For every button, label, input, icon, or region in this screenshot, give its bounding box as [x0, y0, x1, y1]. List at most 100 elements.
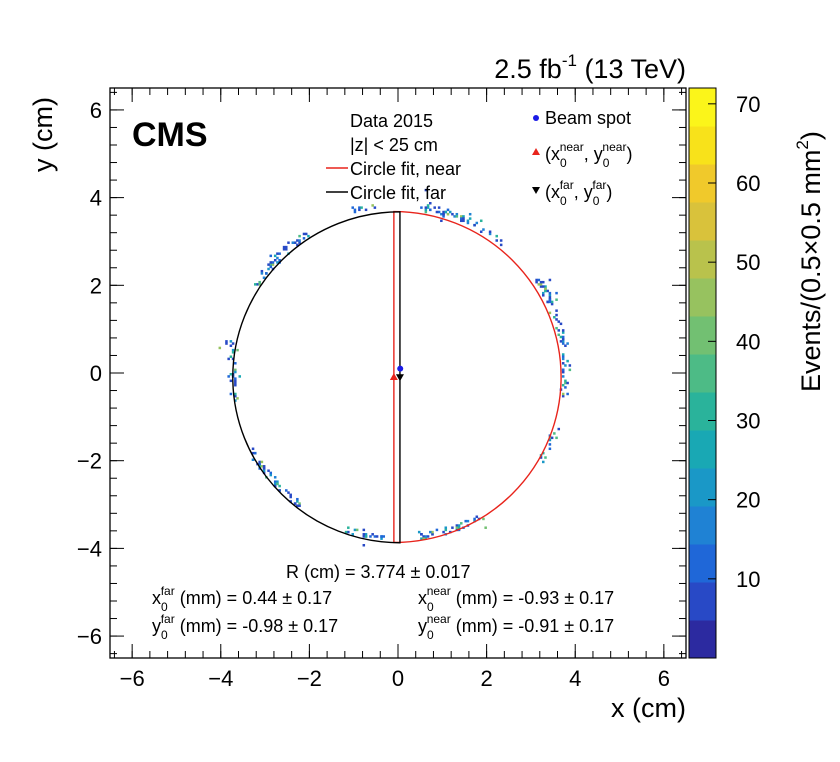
hit-cell — [468, 217, 472, 220]
hit-cell — [457, 526, 461, 529]
hit-cell — [566, 342, 569, 345]
hit-cell — [229, 392, 233, 396]
hit-cell — [448, 210, 452, 214]
hit-cell — [298, 234, 301, 238]
hit-cell — [276, 482, 279, 486]
hit-cell — [417, 530, 421, 534]
hit-cell — [251, 458, 255, 461]
hit-cell — [296, 500, 299, 503]
hit-cell — [442, 210, 445, 214]
hit-cell — [420, 206, 423, 209]
hit-cell — [561, 342, 565, 345]
hit-cell — [273, 254, 277, 258]
hit-cell — [229, 355, 233, 358]
legend-far-center-marker — [532, 187, 540, 194]
hit-cell — [353, 528, 357, 532]
hit-cell — [285, 489, 288, 492]
hit-cell — [371, 533, 374, 536]
hit-cell — [550, 302, 554, 306]
hit-cell — [276, 252, 279, 255]
hit-cell — [269, 473, 273, 477]
hit-cell — [258, 283, 261, 286]
hit-cell — [373, 535, 377, 538]
hit-cell — [561, 368, 565, 372]
colorbar-tick-label: 70 — [736, 92, 760, 117]
hit-cell — [473, 223, 476, 227]
hit-cell — [544, 289, 547, 293]
hit-cell — [271, 261, 275, 264]
hit-cell — [424, 188, 428, 192]
hit-cell — [433, 206, 436, 209]
hit-cell — [296, 239, 299, 242]
hit-cell — [466, 221, 470, 225]
hit-cell — [358, 206, 361, 209]
hit-cell — [546, 289, 549, 293]
hit-cell — [260, 269, 264, 273]
hit-cell — [362, 533, 366, 536]
hit-cell — [302, 237, 306, 240]
hit-cell — [380, 537, 383, 540]
hit-cell — [347, 530, 350, 534]
hit-cell — [424, 535, 428, 538]
hit-cell — [298, 504, 301, 508]
hit-cell — [442, 215, 445, 218]
hit-cell — [353, 210, 357, 214]
colorbar-title: Events/(0.5×0.5 mm2) — [793, 131, 826, 392]
hit-cell — [555, 326, 558, 330]
hit-cell — [234, 370, 237, 374]
hit-cell — [265, 272, 268, 275]
hit-cell — [548, 278, 552, 282]
hit-cell — [291, 241, 295, 244]
hit-cell — [499, 239, 503, 242]
x-tick-label: −4 — [208, 666, 233, 691]
hit-cell — [542, 291, 545, 295]
hit-cell — [276, 261, 279, 264]
colorbar-segment — [689, 202, 716, 241]
fit-x-near: x0near (mm) = -0.93 ± 0.17 — [418, 584, 614, 614]
hit-cell — [559, 340, 563, 343]
hit-cell — [455, 215, 459, 218]
hit-cell — [431, 533, 434, 536]
hit-cell — [544, 287, 547, 290]
hit-cell — [362, 528, 366, 532]
legend-beamspot-marker — [533, 115, 539, 121]
hit-cell — [542, 460, 545, 464]
hit-cell — [440, 219, 443, 223]
colorbar-tick-label: 30 — [736, 409, 760, 434]
hit-cell — [561, 335, 565, 339]
colorbar-segment — [689, 126, 716, 165]
hit-cell — [298, 502, 301, 505]
hit-cell — [542, 280, 545, 284]
legend-near-center-label: (x0near, y0near) — [545, 140, 632, 170]
hit-cell — [535, 278, 538, 282]
x-tick-label: 2 — [480, 666, 492, 691]
hit-cell — [555, 291, 558, 295]
hit-cell — [231, 342, 235, 345]
hit-cell — [462, 215, 465, 218]
hit-cell — [451, 526, 454, 529]
hit-cell — [473, 519, 476, 523]
hit-cell — [254, 451, 257, 455]
hit-cell — [298, 239, 301, 242]
hit-cell — [561, 337, 565, 341]
hit-cell — [451, 212, 454, 216]
fit-y-far: y0far (mm) = -0.98 ± 0.17 — [152, 612, 338, 642]
near-center-marker — [389, 372, 398, 380]
hit-cell — [555, 318, 558, 321]
hit-cell — [444, 210, 448, 214]
hit-cell — [561, 353, 565, 356]
hit-cell — [548, 296, 552, 299]
axis-ticks: −6 −4 −2 0 2 4 6 −6 −4 −2 0 2 4 6 — [77, 88, 686, 691]
cms-label: CMS — [132, 116, 208, 154]
hit-cell — [344, 530, 348, 534]
hit-cell — [561, 355, 565, 358]
hit-cell — [564, 381, 567, 385]
hit-cell — [218, 346, 222, 350]
hit-cell — [546, 300, 549, 304]
hit-cell — [424, 210, 428, 214]
hit-cell — [273, 480, 277, 483]
hit-cell — [234, 399, 237, 402]
hit-cell — [462, 219, 465, 223]
fit-results: R (cm) = 3.774 ± 0.017 x0far (mm) = 0.44… — [152, 562, 614, 642]
hit-cell — [429, 202, 432, 205]
